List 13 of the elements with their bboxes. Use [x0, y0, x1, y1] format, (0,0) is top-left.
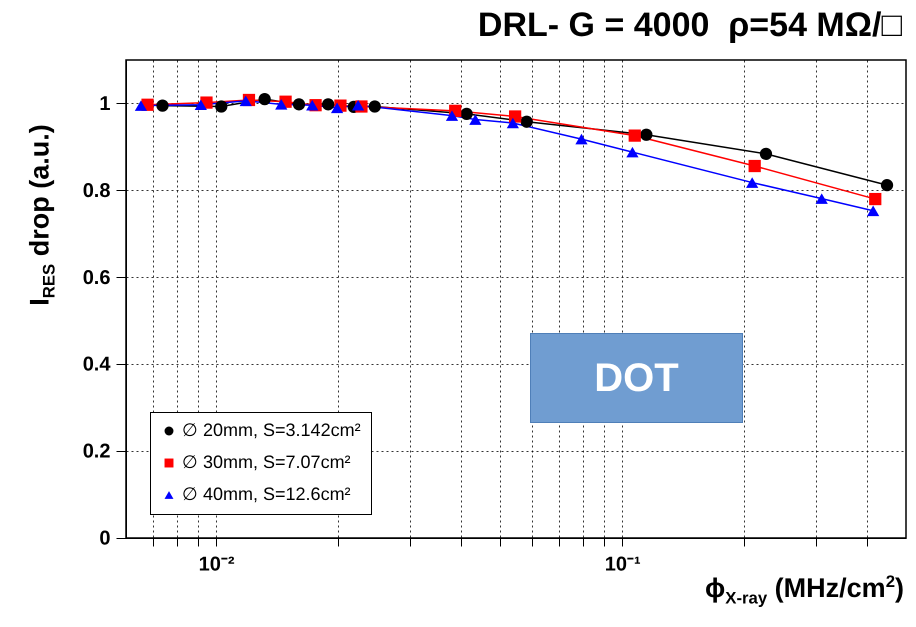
chart-title: DRL- G = 4000 ρ=54 MΩ/□ — [478, 6, 902, 45]
x-axis-title: ϕ$_{X-ray}$ (MHz/cm$^{2}$) — [705, 572, 904, 608]
y-tick-label: 0.6 — [82, 266, 110, 289]
x-tick-label: 10⁻¹ — [604, 554, 641, 576]
legend-label: ∅ 30mm, S=7.07cm² — [182, 452, 351, 472]
y-tick-label: 0.4 — [82, 354, 112, 376]
y-tick-label: 0 — [99, 528, 110, 550]
legend-label: ∅ 20mm, S=3.142cm² — [182, 420, 361, 440]
y-tick-label: 0.2 — [82, 440, 110, 463]
x-tick-label: 10⁻² — [198, 554, 235, 576]
y-tick-label: 0.8 — [82, 180, 110, 202]
legend-label: ∅ 40mm, S=12.6cm² — [182, 484, 351, 504]
y-tick-label: 1 — [99, 92, 110, 115]
